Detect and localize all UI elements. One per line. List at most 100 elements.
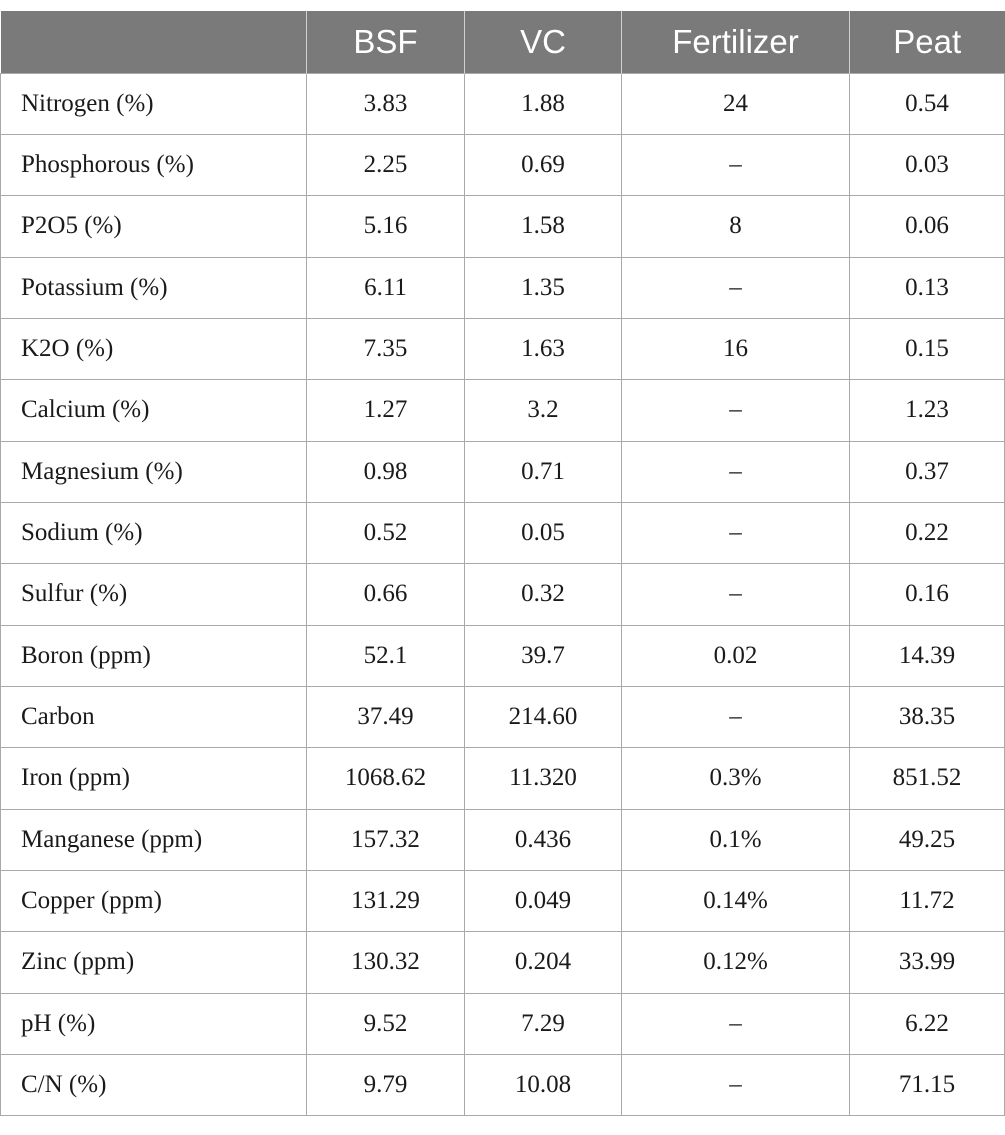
vc-cell: 0.05 xyxy=(464,501,622,565)
table-row: Nitrogen (%) 3.83 1.88 24 0.54 xyxy=(0,72,1005,135)
header-cell-bsf: BSF xyxy=(306,11,465,73)
bsf-cell: 131.29 xyxy=(306,869,465,933)
row-label-cell: Potassium (%) xyxy=(0,256,307,319)
vc-cell: 214.60 xyxy=(464,685,622,749)
table-row: Iron (ppm) 1068.62 11.320 0.3% 851.52 xyxy=(0,747,1005,810)
peat-cell: 11.72 xyxy=(849,869,1005,933)
vc-cell: 0.204 xyxy=(464,931,622,994)
row-label-cell: Carbon xyxy=(0,685,307,749)
vc-cell: 1.35 xyxy=(464,256,622,319)
fertilizer-cell: 8 xyxy=(621,195,850,258)
table-row: C/N (%) 9.79 10.08–71.15 xyxy=(0,1053,1005,1117)
table-row: Copper (ppm) 131.29 0.049 0.14% 11.72 xyxy=(0,869,1005,933)
header-cell-blank xyxy=(1,11,307,73)
fertilizer-cell: 0.3% xyxy=(621,747,850,810)
row-label-cell: P2O5 (%) xyxy=(0,195,307,258)
bsf-cell: 6.11 xyxy=(306,256,465,319)
nutrient-composition-table: BSF VC Fertilizer Peat Nitrogen (%) 3.83 1… xyxy=(0,11,1005,1117)
bsf-cell: 0.98 xyxy=(306,440,465,503)
table-header-row: BSF VC Fertilizer Peat xyxy=(0,11,1005,73)
fertilizer-cell: – xyxy=(621,379,850,442)
vc-cell: 7.29 xyxy=(464,992,622,1056)
peat-cell: 0.13 xyxy=(849,256,1005,319)
peat-cell: 38.35 xyxy=(849,685,1005,749)
table-row: Boron (ppm) 52.1 39.7 0.02 14.39 xyxy=(0,624,1005,687)
row-label-cell: Manganese (ppm) xyxy=(0,808,307,871)
bsf-cell: 1.27 xyxy=(306,379,465,442)
bsf-cell: 1068.62 xyxy=(306,747,465,810)
row-label-cell: Nitrogen (%) xyxy=(0,72,307,135)
fertilizer-cell: – xyxy=(621,1053,850,1117)
row-label-cell: K2O (%) xyxy=(0,317,307,381)
row-label-cell: pH (%) xyxy=(0,992,307,1056)
table-row: Potassium (%) 6.11 1.35–0.13 xyxy=(0,256,1005,319)
bsf-cell: 130.32 xyxy=(306,931,465,994)
bsf-cell: 37.49 xyxy=(306,685,465,749)
table-row: Magnesium (%) 0.98 0.71–0.37 xyxy=(0,440,1005,503)
table-row: Zinc (ppm) 130.32 0.204 0.12% 33.99 xyxy=(0,931,1005,994)
bsf-cell: 52.1 xyxy=(306,624,465,687)
table-row: K2O (%) 7.35 1.63 16 0.15 xyxy=(0,317,1005,381)
table-row: Sodium (%) 0.52 0.05–0.22 xyxy=(0,501,1005,565)
peat-cell: 851.52 xyxy=(849,747,1005,810)
bsf-cell: 7.35 xyxy=(306,317,465,381)
table-row: pH (%) 9.52 7.29–6.22 xyxy=(0,992,1005,1056)
peat-cell: 0.16 xyxy=(849,563,1005,626)
vc-cell: 0.69 xyxy=(464,133,622,197)
vc-cell: 1.88 xyxy=(464,72,622,135)
vc-cell: 1.63 xyxy=(464,317,622,381)
vc-cell: 0.32 xyxy=(464,563,622,626)
row-label-cell: Sodium (%) xyxy=(0,501,307,565)
peat-cell: 0.37 xyxy=(849,440,1005,503)
vc-cell: 0.049 xyxy=(464,869,622,933)
peat-cell: 0.54 xyxy=(849,72,1005,135)
vc-cell: 0.436 xyxy=(464,808,622,871)
header-cell-vc: VC xyxy=(464,11,622,73)
row-label-cell: Boron (ppm) xyxy=(0,624,307,687)
table-row: Phosphorous (%) 2.25 0.69–0.03 xyxy=(0,133,1005,197)
bsf-cell: 2.25 xyxy=(306,133,465,197)
fertilizer-cell: 0.14% xyxy=(621,869,850,933)
table-row: Calcium (%) 1.27 3.2–1.23 xyxy=(0,379,1005,442)
vc-cell: 11.320 xyxy=(464,747,622,810)
peat-cell: 14.39 xyxy=(849,624,1005,687)
row-label-cell: Iron (ppm) xyxy=(0,747,307,810)
bsf-cell: 3.83 xyxy=(306,72,465,135)
vc-cell: 0.71 xyxy=(464,440,622,503)
row-label-cell: Magnesium (%) xyxy=(0,440,307,503)
peat-cell: 49.25 xyxy=(849,808,1005,871)
row-label-cell: C/N (%) xyxy=(0,1053,307,1117)
table-row: P2O5 (%) 5.16 1.58 8 0.06 xyxy=(0,195,1005,258)
peat-cell: 1.23 xyxy=(849,379,1005,442)
vc-cell: 39.7 xyxy=(464,624,622,687)
vc-cell: 3.2 xyxy=(464,379,622,442)
fertilizer-cell: – xyxy=(621,992,850,1056)
table-row: Sulfur (%) 0.66 0.32–0.16 xyxy=(0,563,1005,626)
table-container: BSF VC Fertilizer Peat Nitrogen (%) 3.83 1… xyxy=(0,11,1005,1117)
table-row: Carbon 37.49 214.60–38.35 xyxy=(0,685,1005,749)
peat-cell: 33.99 xyxy=(849,931,1005,994)
row-label-cell: Phosphorous (%) xyxy=(0,133,307,197)
peat-cell: 71.15 xyxy=(849,1053,1005,1117)
bsf-cell: 0.66 xyxy=(306,563,465,626)
bsf-cell: 9.52 xyxy=(306,992,465,1056)
fertilizer-cell: – xyxy=(621,501,850,565)
bsf-cell: 0.52 xyxy=(306,501,465,565)
row-label-cell: Zinc (ppm) xyxy=(0,931,307,994)
bsf-cell: 5.16 xyxy=(306,195,465,258)
fertilizer-cell: 24 xyxy=(621,72,850,135)
fertilizer-cell: – xyxy=(621,563,850,626)
peat-cell: 0.06 xyxy=(849,195,1005,258)
table-body: Nitrogen (%) 3.83 1.88 24 0.54 Phosphorous (%… xyxy=(0,72,1005,1117)
bsf-cell: 157.32 xyxy=(306,808,465,871)
peat-cell: 0.03 xyxy=(849,133,1005,197)
row-label-cell: Calcium (%) xyxy=(0,379,307,442)
fertilizer-cell: 0.02 xyxy=(621,624,850,687)
fertilizer-cell: 0.1% xyxy=(621,808,850,871)
row-label-cell: Sulfur (%) xyxy=(0,563,307,626)
table-row: Manganese (ppm) 157.32 0.436 0.1% 49.25 xyxy=(0,808,1005,871)
fertilizer-cell: – xyxy=(621,685,850,749)
peat-cell: 0.15 xyxy=(849,317,1005,381)
fertilizer-cell: 16 xyxy=(621,317,850,381)
header-cell-fertilizer: Fertilizer xyxy=(621,11,850,73)
